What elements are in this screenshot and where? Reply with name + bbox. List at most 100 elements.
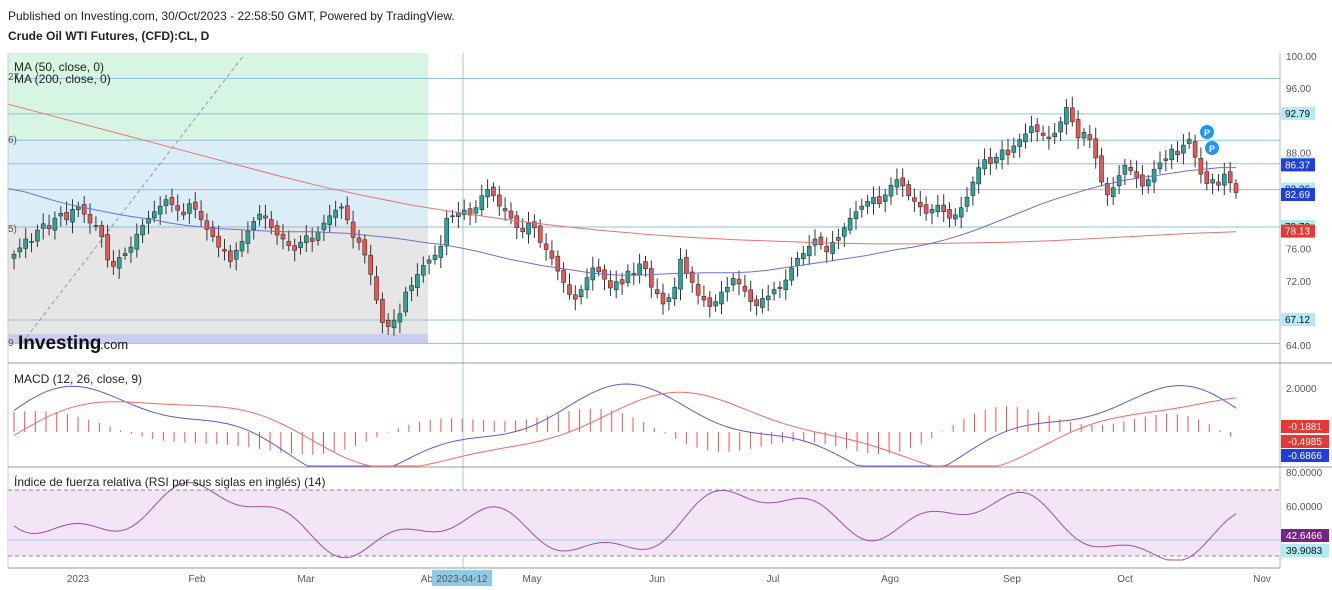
- candle: [17, 238, 23, 259]
- candle: [268, 211, 274, 235]
- candle: [116, 249, 122, 279]
- fib-zones: [8, 53, 428, 343]
- candle: [52, 211, 58, 240]
- price-tick: 64.00: [1286, 341, 1311, 352]
- candle: [134, 223, 140, 258]
- candle: [1134, 160, 1139, 188]
- time-tick: May: [523, 574, 542, 585]
- fib-zone-violet: [8, 334, 428, 343]
- svg-text:86.37: 86.37: [1285, 160, 1310, 171]
- candle: [976, 159, 982, 194]
- candle: [426, 255, 432, 275]
- price-tag: 78.13: [1281, 224, 1315, 238]
- candle: [169, 188, 175, 213]
- candle: [947, 202, 952, 228]
- candle: [344, 196, 350, 225]
- candle: [1064, 98, 1069, 135]
- annotation-p-1-label: P: [1204, 128, 1210, 138]
- annotation-p-2[interactable]: P: [1205, 141, 1219, 155]
- candle: [64, 201, 69, 226]
- candle: [1070, 96, 1075, 127]
- rsi-value: 42.6466: [1286, 531, 1323, 542]
- published-info: Published on Investing.com, 30/Oct/2023 …: [8, 9, 455, 23]
- candle: [654, 278, 660, 299]
- candle: [58, 206, 64, 227]
- candle: [970, 176, 976, 206]
- candle: [584, 268, 590, 299]
- candle: [935, 195, 941, 217]
- candle: [1198, 147, 1204, 184]
- candle: [888, 177, 894, 205]
- ma200-legend: MA (200, close, 0): [14, 72, 111, 86]
- logo-text: Investing: [18, 333, 101, 354]
- candle: [356, 229, 362, 251]
- candle: [929, 204, 935, 225]
- candle: [415, 263, 420, 297]
- candle: [233, 242, 239, 271]
- candle: [1011, 137, 1017, 159]
- candle: [1151, 160, 1157, 194]
- time-tick: Oct: [1117, 574, 1133, 585]
- annotation-p-2-label: P: [1209, 144, 1215, 154]
- time-tick: Jun: [649, 574, 665, 585]
- candle: [1093, 127, 1098, 169]
- annotation-p-1[interactable]: P: [1200, 125, 1214, 139]
- price-axis[interactable]: 100.00 96.00 88.00 76.00 72.00 64.00: [1286, 52, 1317, 352]
- svg-text:67.12: 67.12: [1285, 315, 1310, 326]
- candle: [280, 224, 286, 250]
- price-tick: 100.00: [1286, 52, 1317, 63]
- candle: [619, 272, 625, 295]
- cursor-date-label: 2023-04-12: [432, 570, 492, 586]
- candle: [648, 260, 654, 299]
- candle: [11, 250, 17, 270]
- candle: [479, 184, 485, 217]
- candle: [263, 204, 268, 230]
- price-tag: 82.69: [1281, 188, 1315, 201]
- candle: [222, 239, 227, 261]
- candle: [742, 274, 748, 298]
- time-axis[interactable]: 2023 Feb Mar Ab May Jun Jul Ago Sep Oct Nov 2023-04…: [67, 570, 1271, 586]
- candle: [1099, 148, 1104, 187]
- candle: [561, 262, 566, 293]
- candle: [777, 281, 783, 299]
- candle: [602, 264, 607, 291]
- candle: [1005, 138, 1011, 165]
- fib-label-2: 6): [8, 135, 17, 146]
- candle: [251, 217, 256, 240]
- candle: [847, 208, 853, 235]
- candle: [923, 196, 929, 221]
- candle: [993, 153, 999, 170]
- macd-title: MACD (12, 26, close, 9): [14, 372, 142, 386]
- candle: [491, 182, 496, 202]
- candle: [917, 191, 923, 216]
- candle: [754, 295, 759, 316]
- candle: [210, 220, 216, 243]
- candle: [140, 219, 145, 244]
- ma50-legend: MA (50, close, 0): [14, 60, 104, 74]
- candle: [81, 196, 87, 224]
- macd-line-value: -0.6866: [1288, 451, 1322, 462]
- macd-tick-0: 2.0000: [1286, 384, 1317, 395]
- candle: [35, 224, 40, 247]
- candle: [1023, 123, 1028, 149]
- candle: [906, 180, 911, 201]
- candle: [1204, 161, 1210, 191]
- fib-label-3: 5): [8, 224, 17, 235]
- candle: [1163, 150, 1169, 171]
- candle: [543, 233, 549, 261]
- candle: [403, 286, 409, 317]
- candle: [1169, 144, 1174, 169]
- candle: [456, 202, 461, 228]
- candle: [689, 266, 695, 293]
- candle: [818, 232, 824, 250]
- candle: [672, 277, 678, 307]
- macd-signal-value: -0.4985: [1288, 437, 1322, 448]
- logo-suffix: .com: [100, 337, 128, 352]
- candle: [391, 309, 397, 336]
- candle: [526, 211, 531, 244]
- candle: [146, 210, 151, 234]
- candle: [695, 274, 701, 305]
- time-tick: Sep: [1003, 574, 1021, 585]
- price-tag: 67.12: [1281, 313, 1315, 326]
